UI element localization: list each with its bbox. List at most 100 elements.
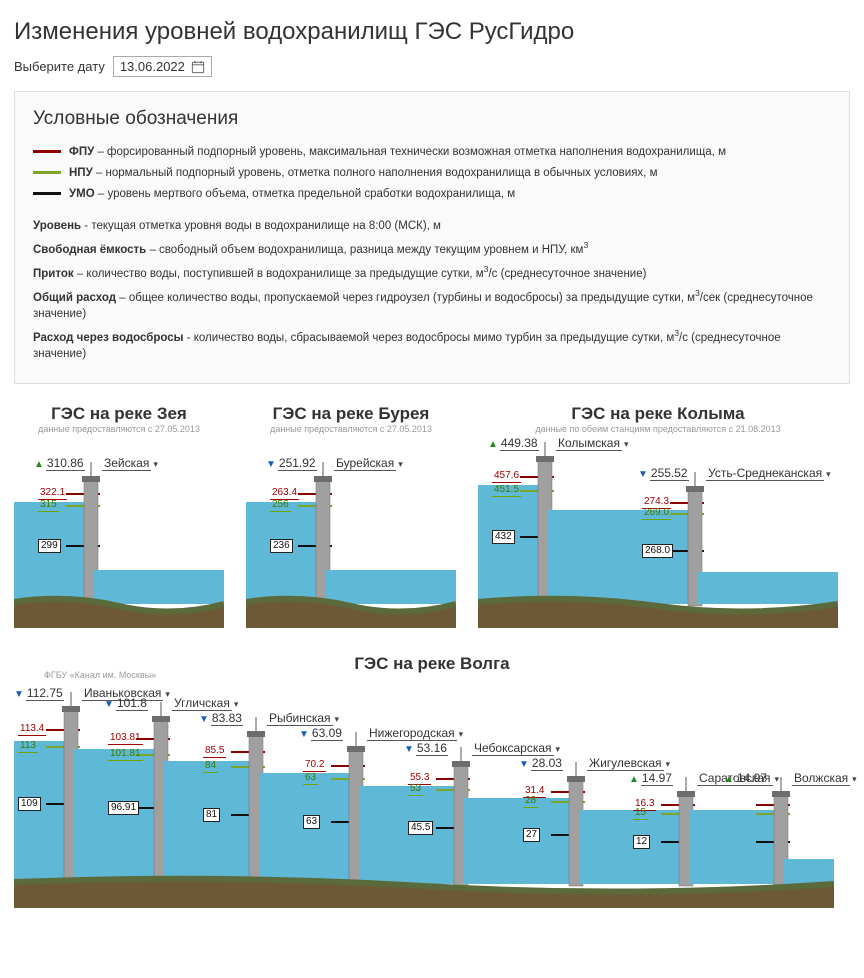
dam-name-dropdown[interactable]: Рыбинская▾ <box>267 711 339 725</box>
mark-umo: 63 <box>303 815 320 829</box>
dam-diagram: Колымская▾ ▲449.38 457.6451.5 432 Усть-Средн… <box>478 438 838 628</box>
mark-fpu: 113.4 <box>18 723 46 736</box>
river-title: ГЭС на реке Колыма <box>478 404 838 424</box>
mark-npu: 256 <box>270 499 291 512</box>
arrow-down-icon: ▼ <box>519 759 529 770</box>
legend-def: Свободная ёмкость – свободный объем водо… <box>33 239 831 258</box>
arrow-down-icon: ▼ <box>638 469 648 480</box>
river-subtitle: данные предоставляются с 27.05.2013 <box>246 424 456 434</box>
legend-line: УМО – уровень мертвого объема, отметка п… <box>33 186 831 202</box>
dam-level: ▼28.03 <box>519 756 563 770</box>
river-group: ГЭС на реке Буреяданные предоставляются … <box>246 404 456 628</box>
legend-def: Уровень - текущая отметка уровня воды в … <box>33 218 831 234</box>
dam-level: ▲14.97 <box>724 771 768 785</box>
mark-npu: 28 <box>523 795 538 808</box>
dam-level: ▼83.83 <box>199 711 243 725</box>
dam-name-dropdown[interactable]: Усть-Среднеканская▾ <box>706 466 831 480</box>
dam-name-dropdown[interactable]: Чебоксарская▾ <box>472 741 560 755</box>
legend-heading: Условные обозначения <box>33 108 831 130</box>
dam-diagram: Иваньковская▾▼112.75ФГБУ «Канал им. Моск… <box>14 678 834 908</box>
mark-npu: 53 <box>408 783 423 796</box>
mark-npu: 84 <box>203 760 218 773</box>
arrow-up-icon: ▲ <box>34 459 44 470</box>
river-title: ГЭС на реке Бурея <box>246 404 456 424</box>
mark-umo: 27 <box>523 828 540 842</box>
arrow-down-icon: ▼ <box>404 744 414 755</box>
arrow-down-icon: ▼ <box>299 729 309 740</box>
mark-umo: 432 <box>492 530 515 544</box>
mark-npu: 15 <box>633 807 648 820</box>
legend-text: УМО – уровень мертвого объема, отметка п… <box>69 186 515 202</box>
river-subtitle: данные по обеим станциям предоставляются… <box>478 424 838 434</box>
arrow-up-icon: ▲ <box>488 439 498 450</box>
river-group: ГЭС на реке Колымаданные по обеим станци… <box>478 404 838 628</box>
legend-line: ФПУ – форсированный подпорный уровень, м… <box>33 144 831 160</box>
legend-def: Общий расход – общее количество воды, пр… <box>33 287 831 322</box>
dam-level: ▼251.92 <box>266 456 317 470</box>
river-header: ГЭС на реке Колымаданные по обеим станци… <box>478 404 838 434</box>
date-label: Выберите дату <box>14 59 105 74</box>
mark-umo: 109 <box>18 797 41 811</box>
legend-text: ФПУ – форсированный подпорный уровень, м… <box>69 144 726 160</box>
mark-umo: 236 <box>270 539 293 553</box>
dam-level: ▼112.75 <box>14 686 64 700</box>
calendar-icon <box>191 60 205 74</box>
mark-npu: 451.5 <box>492 484 521 497</box>
arrow-down-icon: ▼ <box>14 689 24 700</box>
mark-umo: 96.91 <box>108 801 139 815</box>
mark-npu: 315 <box>38 499 59 512</box>
legend-def: Расход через водосбросы - количество вод… <box>33 327 831 362</box>
legend-def: Приток – количество воды, поступившей в … <box>33 263 831 282</box>
river-group: ГЭС на реке Зеяданные предоставляются с … <box>14 404 224 628</box>
legend-line: НПУ – нормальный подпорный уровень, отме… <box>33 165 831 181</box>
date-input[interactable]: 13.06.2022 <box>113 56 212 77</box>
dam-name-dropdown[interactable]: Волжская▾ <box>792 771 857 785</box>
dam-diagram: Зейская▾▲310.86322.1315299 <box>14 438 224 628</box>
river-title: ГЭС на реке Волга <box>354 654 509 673</box>
mark-fpu: 70.2 <box>303 759 326 772</box>
dam-level: ▼53.16 <box>404 741 448 755</box>
dam-level: ▼255.52 <box>638 466 689 480</box>
dam-level: ▲14.97 <box>629 771 673 785</box>
arrow-up-icon: ▲ <box>724 774 734 785</box>
river-subtitle: данные предоставляются с 27.05.2013 <box>14 424 224 434</box>
mark-npu: 269.0 <box>642 507 671 520</box>
page-title: Изменения уровней водохранилищ ГЭС РусГи… <box>14 18 850 46</box>
mark-npu: 101.81 <box>108 748 143 761</box>
mark-fpu: 103.81 <box>108 732 143 745</box>
dam-name-dropdown[interactable]: Нижегородская▾ <box>367 726 463 740</box>
mark-fpu: 457.6 <box>492 470 521 483</box>
dam-level: ▼101.8 <box>104 696 148 710</box>
date-selector-row: Выберите дату 13.06.2022 <box>14 56 850 77</box>
legend-text: НПУ – нормальный подпорный уровень, отме… <box>69 165 657 181</box>
dam-name-dropdown[interactable]: Жигулевская▾ <box>587 756 670 770</box>
river-header: ГЭС на реке Буреяданные предоставляются … <box>246 404 456 434</box>
mark-umo: 12 <box>633 835 650 849</box>
mark-fpu: 85.5 <box>203 745 226 758</box>
dam-level: ▼63.09 <box>299 726 343 740</box>
dam-name-dropdown[interactable]: Бурейская▾ <box>334 456 403 470</box>
arrow-down-icon: ▼ <box>266 459 276 470</box>
dam-name-dropdown[interactable]: Колымская▾ <box>556 436 629 450</box>
legend-panel: Условные обозначения ФПУ – форсированный… <box>14 91 850 384</box>
dam-name-dropdown[interactable]: Зейская▾ <box>102 456 158 470</box>
river-title: ГЭС на реке Зея <box>14 404 224 424</box>
dam-level: ▲449.38 <box>488 436 539 450</box>
legend-swatch <box>33 171 61 174</box>
mark-umo: 81 <box>203 808 220 822</box>
arrow-down-icon: ▼ <box>104 699 114 710</box>
arrow-up-icon: ▲ <box>629 774 639 785</box>
dam-name-dropdown[interactable]: Угличская▾ <box>172 696 238 710</box>
dam-level: ▲310.86 <box>34 456 85 470</box>
legend-swatch <box>33 150 61 153</box>
mark-umo: 268.0 <box>642 544 673 558</box>
dam-diagram: Бурейская▾▼251.92263.4256236 <box>246 438 456 628</box>
owner-note: ФГБУ «Канал им. Москвы» <box>44 670 156 680</box>
arrow-down-icon: ▼ <box>199 714 209 725</box>
mark-umo: 299 <box>38 539 61 553</box>
date-value: 13.06.2022 <box>120 59 185 74</box>
legend-swatch <box>33 192 61 195</box>
river-header: ГЭС на реке Зеяданные предоставляются с … <box>14 404 224 434</box>
mark-npu: 63 <box>303 772 318 785</box>
mark-umo: 45.5 <box>408 821 433 835</box>
